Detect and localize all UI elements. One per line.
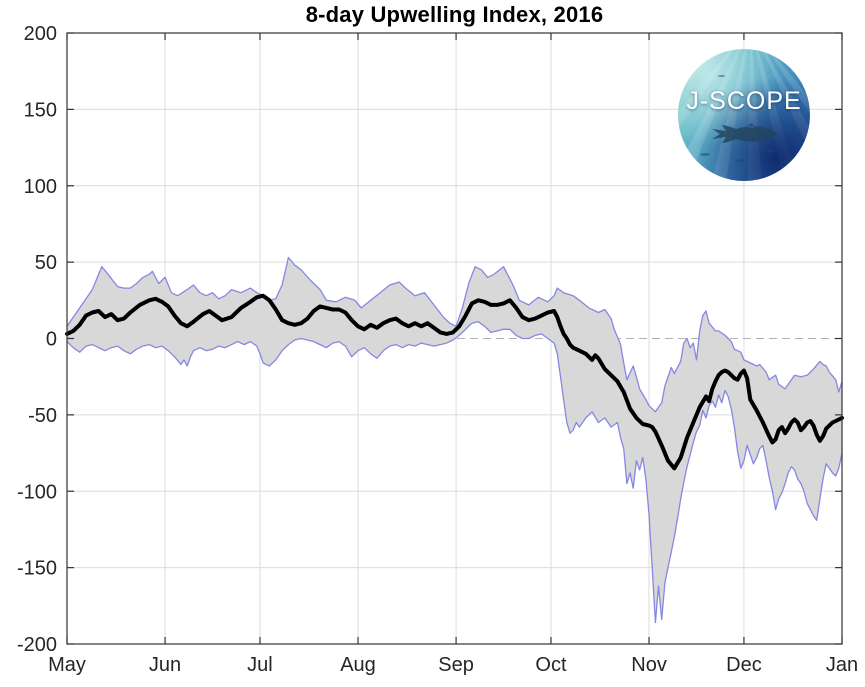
x-axis-tick-label: Jan [826, 654, 858, 676]
x-axis-tick-label: Jun [149, 654, 181, 676]
fish-icon [712, 123, 778, 143]
y-axis-tick-label: 0 [46, 329, 57, 351]
y-axis-tick-label: 200 [24, 23, 57, 45]
small-fish-icon [700, 153, 710, 156]
x-axis-tick-label: Jul [247, 654, 273, 676]
y-axis-tick-label: -100 [17, 481, 57, 503]
y-axis-tick-label: 100 [24, 176, 57, 198]
x-axis-tick-label: Aug [340, 654, 376, 676]
y-axis-tick-label: 50 [35, 252, 57, 274]
y-axis-tick-label: 150 [24, 99, 57, 121]
x-axis-tick-label: Dec [726, 654, 762, 676]
ensemble-band [67, 257, 842, 623]
y-axis-tick-label: -150 [17, 558, 57, 580]
y-axis-tick-label: -50 [28, 405, 57, 427]
chart-title: 8-day Upwelling Index, 2016 [305, 2, 604, 27]
jscope-logo: J-SCOPE [678, 49, 810, 181]
ensemble-mean-line [65, 293, 844, 471]
small-fish-icon [766, 149, 775, 152]
jscope-logo-label: J-SCOPE [686, 87, 802, 115]
x-axis-tick-label: Oct [535, 654, 567, 676]
small-fish-icon [718, 75, 725, 77]
x-axis-tick-label: May [48, 654, 86, 676]
x-axis-tick-label: Nov [631, 654, 667, 676]
y-axis-tick-label: -200 [17, 634, 57, 656]
band-lower-edge [66, 321, 843, 624]
x-axis-tick-label: Sep [438, 654, 474, 676]
band-upper-edge [66, 256, 843, 413]
small-fish-icon [736, 159, 744, 162]
